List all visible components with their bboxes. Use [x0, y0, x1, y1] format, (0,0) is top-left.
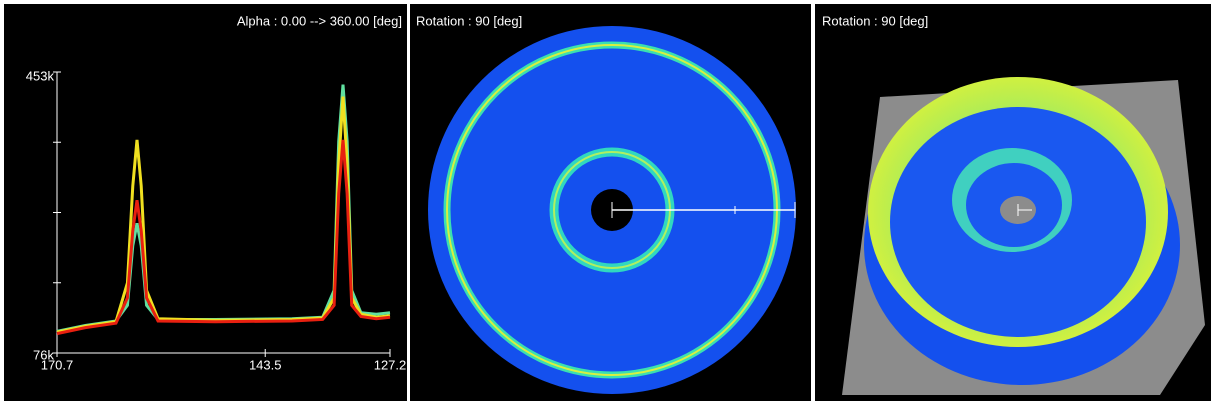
panel-title: Rotation : 90 [deg] — [822, 13, 928, 28]
diffraction-image — [428, 26, 796, 394]
y-tick-label: 76k — [33, 347, 54, 362]
data-line — [56, 139, 391, 336]
surface-3d-image — [842, 77, 1205, 395]
panel-title: Rotation : 90 [deg] — [416, 13, 522, 28]
x-tick-label: 170.7 — [41, 357, 74, 372]
y-tick-label: 453k — [26, 68, 55, 83]
panel-title: Alpha : 0.00 --> 360.00 [deg] — [237, 13, 402, 28]
x-tick-label: 143.5 — [249, 357, 282, 372]
x-tick-label: 127.2 — [374, 357, 407, 372]
